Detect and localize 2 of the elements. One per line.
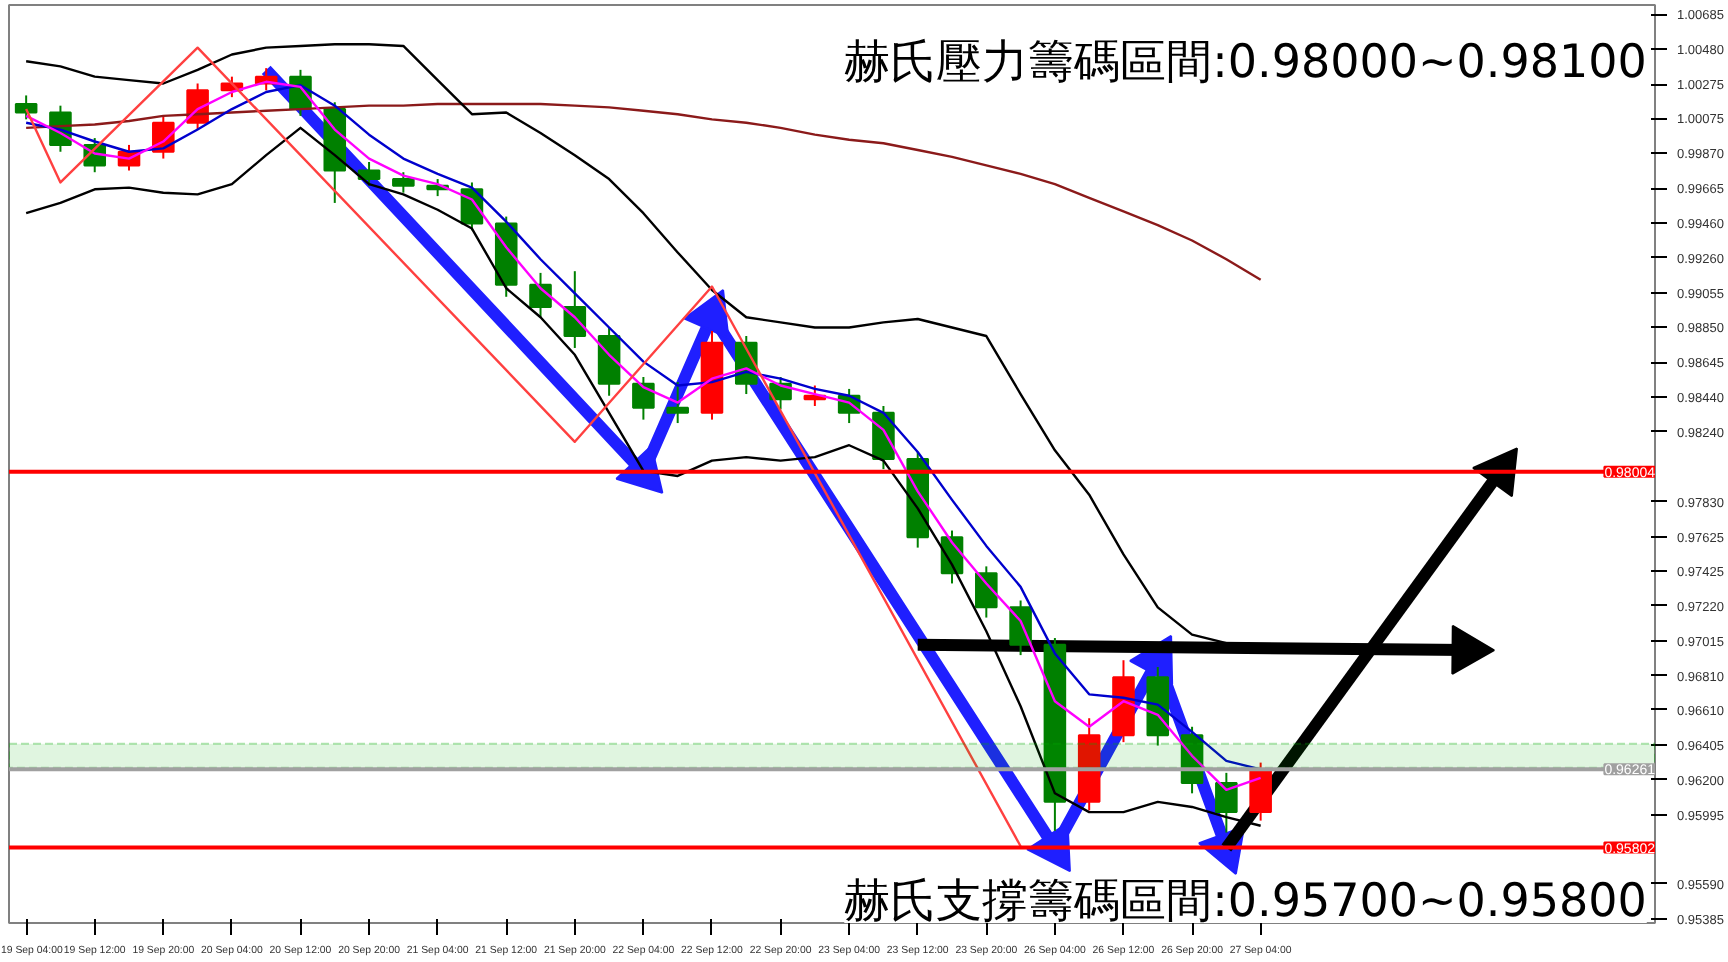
annotation: 赫氏壓力籌碼區間:0.98000~0.98100 — [844, 37, 1647, 90]
annotation: 赫氏支撐籌碼區間:0.95700~0.95800 — [844, 875, 1647, 928]
